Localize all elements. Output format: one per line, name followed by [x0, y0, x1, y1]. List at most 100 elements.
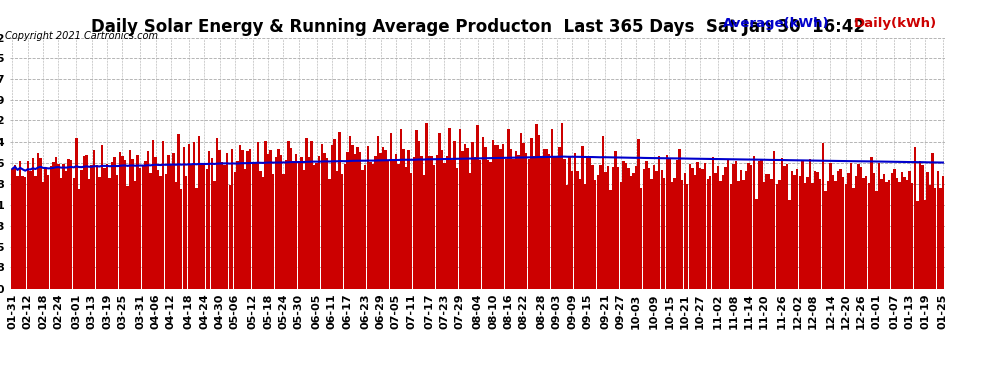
Bar — [809, 159, 811, 289]
Bar — [847, 174, 849, 289]
Bar — [42, 182, 45, 289]
Bar — [489, 162, 492, 289]
Bar — [518, 155, 520, 289]
Bar — [722, 175, 725, 289]
Bar — [530, 138, 533, 289]
Bar — [678, 148, 681, 289]
Bar — [696, 162, 699, 289]
Bar — [635, 166, 638, 289]
Bar — [857, 165, 859, 289]
Bar — [622, 161, 625, 289]
Bar — [906, 180, 908, 289]
Bar — [67, 159, 70, 289]
Bar — [341, 174, 344, 289]
Bar — [351, 145, 353, 289]
Bar — [665, 155, 668, 289]
Bar — [615, 151, 617, 289]
Bar — [735, 161, 738, 289]
Bar — [353, 154, 356, 289]
Bar — [599, 165, 602, 289]
Bar — [395, 154, 397, 289]
Bar — [431, 156, 433, 289]
Bar — [676, 160, 678, 289]
Bar — [765, 174, 767, 289]
Bar — [441, 150, 444, 289]
Bar — [463, 144, 466, 289]
Bar — [190, 165, 193, 289]
Bar — [512, 159, 515, 289]
Bar — [594, 180, 596, 289]
Bar — [880, 179, 883, 289]
Bar — [898, 182, 901, 289]
Bar — [814, 171, 817, 289]
Bar — [387, 162, 389, 289]
Bar — [458, 129, 461, 289]
Bar — [924, 201, 927, 289]
Bar — [147, 152, 149, 289]
Bar — [221, 162, 224, 289]
Bar — [203, 163, 205, 289]
Bar — [914, 147, 916, 289]
Bar — [730, 184, 732, 289]
Bar — [474, 157, 476, 289]
Bar — [295, 154, 297, 289]
Bar — [840, 169, 842, 289]
Bar — [770, 178, 773, 289]
Bar — [251, 163, 254, 289]
Bar — [560, 123, 563, 289]
Bar — [318, 156, 321, 289]
Bar — [90, 165, 93, 289]
Bar — [137, 156, 139, 289]
Bar — [195, 188, 198, 289]
Bar — [461, 152, 463, 289]
Bar — [704, 163, 707, 289]
Bar — [686, 184, 688, 289]
Bar — [151, 140, 154, 289]
Bar — [536, 124, 538, 289]
Bar — [244, 169, 247, 289]
Bar — [267, 154, 269, 289]
Bar — [456, 168, 458, 289]
Bar — [630, 176, 633, 289]
Bar — [70, 160, 72, 289]
Bar — [747, 163, 749, 289]
Bar — [604, 172, 607, 289]
Bar — [180, 189, 182, 289]
Bar — [305, 138, 308, 289]
Bar — [652, 165, 655, 289]
Bar — [878, 164, 880, 289]
Bar — [901, 172, 903, 289]
Bar — [77, 189, 80, 289]
Bar — [660, 170, 663, 289]
Bar — [525, 153, 528, 289]
Bar — [410, 172, 413, 289]
Bar — [469, 173, 471, 289]
Bar — [224, 165, 226, 289]
Bar — [658, 156, 660, 289]
Bar — [860, 167, 862, 289]
Bar — [778, 180, 780, 289]
Bar — [909, 171, 911, 289]
Bar — [867, 183, 870, 289]
Bar — [941, 176, 944, 289]
Bar — [247, 152, 248, 289]
Bar — [673, 178, 676, 289]
Bar — [259, 171, 261, 289]
Bar — [707, 178, 709, 289]
Bar — [269, 150, 272, 289]
Bar — [757, 161, 760, 289]
Bar — [791, 171, 793, 289]
Bar — [586, 157, 589, 289]
Bar — [633, 174, 635, 289]
Bar — [691, 168, 694, 289]
Bar — [282, 174, 284, 289]
Text: Copyright 2021 Cartronics.com: Copyright 2021 Cartronics.com — [5, 32, 158, 41]
Bar — [62, 164, 64, 289]
Bar — [783, 166, 786, 289]
Bar — [154, 157, 156, 289]
Bar — [883, 174, 885, 289]
Bar — [533, 156, 536, 289]
Bar — [523, 144, 525, 289]
Bar — [346, 152, 348, 289]
Bar — [842, 177, 844, 289]
